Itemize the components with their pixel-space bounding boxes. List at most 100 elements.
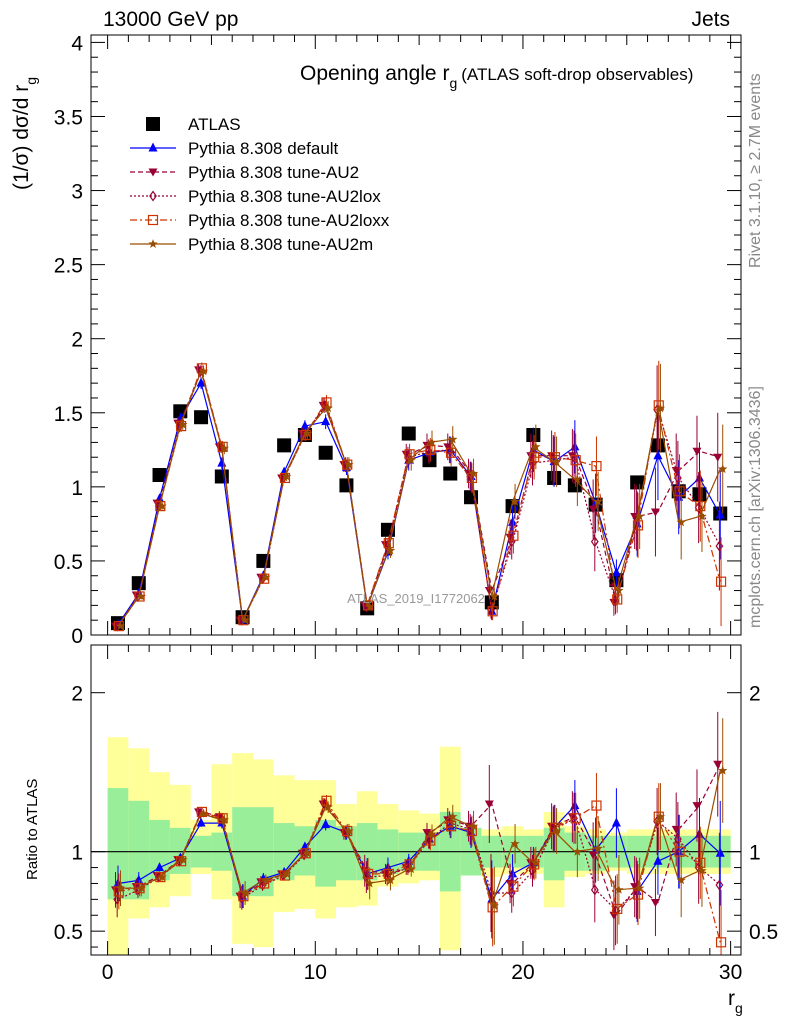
data-point — [468, 468, 479, 478]
ratio-point — [427, 829, 437, 839]
legend-marker — [148, 142, 158, 152]
legend-marker — [148, 168, 158, 177]
ratio-point — [365, 878, 375, 888]
data-point — [115, 621, 126, 631]
data-point — [715, 509, 725, 519]
y-tick-label: 4 — [71, 32, 83, 55]
svg-text:Ratio to ATLAS: Ratio to ATLAS — [24, 779, 41, 880]
ratio-axis-title: Ratio to ATLAS — [24, 779, 41, 880]
legend-item: Pythia 8.308 tune-AU2 — [130, 163, 359, 182]
ratio-point — [612, 903, 623, 914]
ratio-point — [611, 817, 621, 827]
series-line — [117, 369, 721, 627]
legend-marker — [147, 214, 159, 226]
ratio-point — [115, 883, 126, 893]
series-line — [117, 366, 721, 627]
ratio-point — [155, 872, 166, 883]
series-line — [117, 381, 721, 625]
data-point — [365, 601, 375, 611]
ratio-point — [323, 802, 333, 812]
ratio-point — [318, 800, 328, 809]
ratio-point — [713, 760, 723, 769]
data-point — [281, 471, 292, 481]
header-category: Jets — [691, 8, 730, 31]
ratio-point — [510, 838, 520, 848]
ratio-point — [676, 875, 686, 885]
legend-label: Pythia 8.308 tune-AU2loxx — [188, 211, 390, 230]
data-point — [614, 585, 624, 595]
data-point — [318, 445, 333, 460]
analysis-watermark: ATLAS_2019_I1772062 — [347, 591, 485, 606]
data-point — [611, 567, 621, 577]
legend-item: Pythia 8.308 tune-AU2loxx — [130, 211, 390, 230]
data-point — [551, 456, 562, 466]
ratio-point — [178, 854, 188, 864]
legend-marker — [149, 190, 157, 202]
ratio-point — [718, 765, 728, 775]
data-point — [277, 438, 292, 453]
data-point — [692, 447, 702, 456]
series-line — [117, 369, 721, 627]
ratio-point — [674, 846, 685, 857]
ratio-point — [697, 865, 707, 875]
legend-label: Pythia 8.308 default — [188, 139, 339, 158]
data-point — [612, 594, 623, 605]
ratio-point — [529, 859, 540, 870]
band-inner — [107, 788, 129, 900]
y-tick-label: 1.5 — [54, 403, 83, 426]
y-tick-label: 2.5 — [54, 255, 83, 278]
legend-item: Pythia 8.308 tune-AU2lox — [130, 187, 381, 206]
data-point — [401, 426, 416, 441]
ratio-point — [321, 819, 331, 829]
legend-label: Pythia 8.308 tune-AU2lox — [188, 187, 381, 206]
data-point — [217, 457, 227, 467]
ratio-point — [300, 848, 311, 859]
ratio-tick-label-right: 2 — [749, 683, 761, 706]
data-point — [695, 501, 706, 512]
ratio-point — [593, 843, 603, 853]
ratio-point — [196, 817, 206, 827]
data-point — [650, 508, 660, 517]
legend: ATLAS Pythia 8.308 default Pythia 8.308 tu… — [130, 115, 390, 254]
ratio-point — [468, 821, 479, 831]
series-line — [117, 367, 721, 627]
series-5 — [115, 363, 728, 631]
band-inner — [315, 819, 337, 887]
data-point — [694, 472, 704, 482]
data-point — [715, 576, 727, 587]
ratio-point — [653, 855, 663, 865]
data-point — [697, 511, 707, 521]
data-point — [240, 615, 250, 625]
data-point — [526, 452, 536, 461]
legend-item: Pythia 8.308 tune-AU2m — [130, 235, 373, 254]
ratio-point — [531, 857, 541, 867]
ratio-point — [715, 937, 727, 948]
data-point — [261, 572, 271, 582]
data-point — [591, 461, 602, 472]
data-point — [152, 468, 167, 482]
ratio-point — [406, 864, 416, 874]
x-tick-label: 10 — [304, 961, 327, 984]
ratio-point — [570, 813, 581, 824]
data-point — [321, 416, 331, 426]
y-axis-title: (1/σ) dσ/d rg — [10, 77, 39, 190]
ratio-point — [715, 847, 725, 857]
data-point — [178, 419, 188, 429]
data-point — [531, 441, 541, 451]
ratio-point — [715, 879, 724, 891]
data-point — [632, 520, 644, 531]
data-point — [713, 453, 723, 462]
data-point — [136, 591, 146, 601]
ratio-point — [155, 862, 165, 872]
ratio-point — [448, 811, 458, 821]
data-point — [718, 464, 728, 474]
data-point — [238, 615, 249, 626]
ratio-point — [342, 825, 353, 837]
data-point — [635, 511, 645, 521]
axes: 0 0.5 1 1.5 2 2.5 3 3.5 4 0 10 20 30 0.5 0.5 1 1 2 2 — [54, 32, 778, 984]
ratio-point — [671, 825, 681, 834]
main-plot-frame — [90, 34, 742, 636]
ratio-tick-label-left: 1 — [71, 842, 83, 865]
x-tick-label: 20 — [511, 961, 534, 984]
